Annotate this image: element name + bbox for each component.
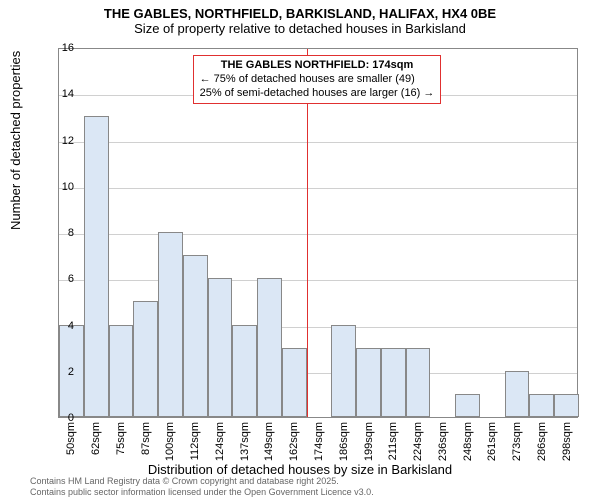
x-tick-label: 174sqm (313, 422, 325, 461)
histogram-bar (381, 348, 406, 417)
gridline (59, 280, 577, 281)
histogram-bar (554, 394, 579, 417)
histogram-bar (158, 232, 183, 417)
annotation-right: 25% of semi-detached houses are larger (… (200, 87, 435, 101)
y-tick-label: 12 (62, 135, 74, 147)
x-tick-label: 298sqm (561, 422, 573, 461)
x-tick-label: 62sqm (90, 422, 102, 455)
x-tick-label: 162sqm (288, 422, 300, 461)
x-tick-label: 112sqm (189, 422, 201, 460)
annotation-left: ← 75% of detached houses are smaller (49… (200, 73, 435, 87)
x-tick-label: 124sqm (214, 422, 226, 461)
title-line-1: THE GABLES, NORTHFIELD, BARKISLAND, HALI… (0, 6, 600, 21)
gridline (59, 234, 577, 235)
footer-line-1: Contains HM Land Registry data © Crown c… (30, 476, 374, 487)
histogram-bar (529, 394, 554, 417)
plot-area: THE GABLES NORTHFIELD: 174sqm← 75% of de… (58, 48, 578, 418)
y-tick-label: 16 (62, 42, 74, 54)
histogram-bar (331, 325, 356, 418)
histogram-bar (455, 394, 480, 417)
x-tick-label: 87sqm (140, 422, 152, 455)
x-tick-label: 199sqm (363, 422, 375, 461)
x-tick-label: 248sqm (462, 422, 474, 461)
y-tick-label: 4 (68, 320, 74, 332)
x-tick-label: 261sqm (486, 422, 498, 461)
x-tick-label: 100sqm (164, 422, 176, 461)
annotation-box: THE GABLES NORTHFIELD: 174sqm← 75% of de… (193, 55, 442, 104)
chart-title-block: THE GABLES, NORTHFIELD, BARKISLAND, HALI… (0, 0, 600, 36)
histogram-bar (282, 348, 307, 417)
histogram-bar (109, 325, 134, 418)
x-tick-label: 236sqm (437, 422, 449, 461)
y-tick-label: 8 (68, 227, 74, 239)
gridline (59, 188, 577, 189)
x-tick-label: 137sqm (239, 422, 251, 461)
histogram-bar (232, 325, 257, 418)
x-tick-label: 211sqm (387, 422, 399, 460)
histogram-bar (183, 255, 208, 417)
y-axis-label: Number of detached properties (8, 51, 23, 230)
histogram-bar (84, 116, 109, 417)
x-tick-label: 186sqm (338, 422, 350, 461)
title-line-2: Size of property relative to detached ho… (0, 21, 600, 36)
footer-line-2: Contains public sector information licen… (30, 487, 374, 498)
histogram-bar (257, 278, 282, 417)
y-tick-label: 10 (62, 181, 74, 193)
y-tick-label: 2 (68, 366, 74, 378)
x-tick-label: 75sqm (115, 422, 127, 455)
histogram-bar (208, 278, 233, 417)
histogram-bar (356, 348, 381, 417)
y-tick-label: 6 (68, 273, 74, 285)
histogram-bar (505, 371, 530, 417)
chart-area: THE GABLES NORTHFIELD: 174sqm← 75% of de… (58, 48, 578, 418)
y-tick-label: 14 (62, 88, 74, 100)
annotation-title: THE GABLES NORTHFIELD: 174sqm (200, 59, 435, 73)
histogram-bar (406, 348, 431, 417)
x-tick-label: 286sqm (536, 422, 548, 461)
histogram-bar (133, 301, 158, 417)
x-tick-label: 224sqm (412, 422, 424, 461)
attribution-footer: Contains HM Land Registry data © Crown c… (30, 476, 374, 498)
x-tick-label: 149sqm (263, 422, 275, 461)
gridline (59, 142, 577, 143)
x-tick-label: 50sqm (65, 422, 77, 455)
x-tick-label: 273sqm (511, 422, 523, 461)
x-axis-label: Distribution of detached houses by size … (0, 462, 600, 477)
